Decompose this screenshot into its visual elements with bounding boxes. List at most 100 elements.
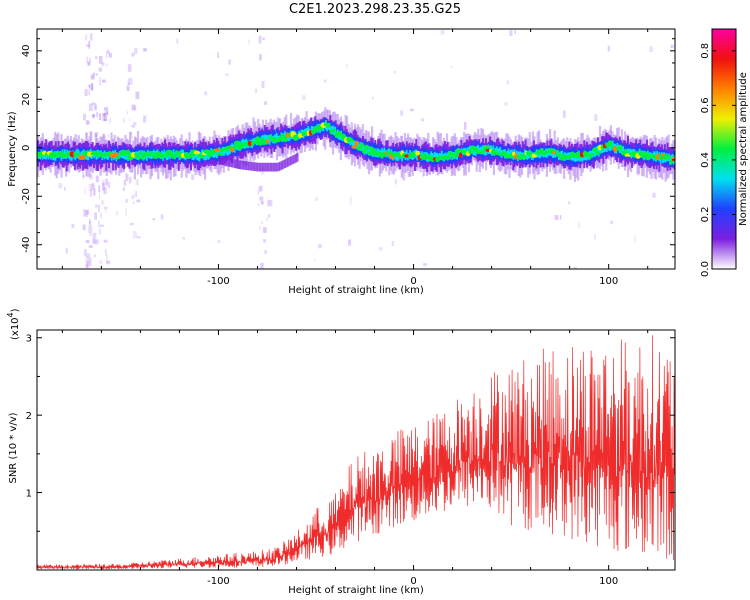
noise-speck xyxy=(258,35,262,44)
spec-xtick-label: 100 xyxy=(599,276,618,287)
band-cyan xyxy=(288,134,291,141)
noise-speck xyxy=(91,114,96,117)
snr-background xyxy=(37,330,675,570)
band-cyan xyxy=(613,143,615,150)
band-cyan xyxy=(539,152,541,159)
amplitude-blob xyxy=(171,154,177,159)
noise-speck xyxy=(88,225,93,233)
amplitude-blob xyxy=(283,136,288,143)
colorbar-ticks: 0.0 0.2 0.4 0.6 0.8 xyxy=(700,43,736,277)
colorbar-tick-label: 0.0 xyxy=(700,261,711,277)
colorbar-tick-label: 0.6 xyxy=(700,97,711,113)
noise-speck xyxy=(131,52,135,57)
band-cyan xyxy=(395,152,397,161)
noise-speck xyxy=(102,113,106,121)
noise-speck xyxy=(229,131,232,135)
band-cyan xyxy=(594,151,596,157)
amplitude-blob xyxy=(618,144,623,151)
noise-speck xyxy=(248,39,250,45)
band-cyan xyxy=(581,152,584,162)
amplitude-blob xyxy=(348,139,355,143)
noise-speck xyxy=(106,63,108,66)
amplitude-blob xyxy=(214,148,221,152)
noise-speck xyxy=(71,223,75,229)
noise-speck xyxy=(391,240,395,246)
noise-speck xyxy=(105,178,108,186)
noise-speck xyxy=(301,95,306,100)
noise-speck xyxy=(135,191,137,197)
secondary-band xyxy=(232,159,235,168)
noise-speck xyxy=(87,85,91,88)
noise-speck xyxy=(86,169,89,177)
amplitude-blob xyxy=(280,134,286,138)
noise-speck xyxy=(262,37,265,40)
amplitude-blob xyxy=(494,149,498,154)
noise-speck xyxy=(636,172,640,176)
spectrogram-xlabel: Height of straight line (km) xyxy=(288,285,424,296)
secondary-band xyxy=(226,157,229,167)
noise-speck xyxy=(86,253,91,258)
noise-speck xyxy=(102,182,105,191)
noise-speck xyxy=(92,232,97,239)
amplitude-blob xyxy=(126,149,130,156)
noise-speck xyxy=(95,56,98,59)
noise-speck xyxy=(95,73,98,76)
noise-speck xyxy=(98,185,101,193)
secondary-band xyxy=(277,162,280,172)
amplitude-blob xyxy=(415,150,420,156)
amplitude-blob xyxy=(326,122,331,129)
snr-xtick-label: -100 xyxy=(207,576,230,587)
secondary-band xyxy=(252,162,255,171)
noise-speck xyxy=(85,209,90,215)
amplitude-blob xyxy=(216,152,223,156)
band-cyan xyxy=(265,135,268,144)
noise-speck xyxy=(594,234,596,240)
noise-speck xyxy=(99,260,103,264)
noise-speck xyxy=(89,218,91,225)
noise-speck xyxy=(610,220,613,225)
noise-speck xyxy=(318,244,322,249)
noise-speck xyxy=(349,196,352,205)
band-cyan xyxy=(472,146,475,156)
band-cyan xyxy=(121,153,124,159)
colorbar-gradient xyxy=(712,29,736,269)
noise-speck xyxy=(103,239,108,243)
secondary-band xyxy=(280,160,283,170)
secondary-band xyxy=(241,160,244,170)
band-cyan xyxy=(353,140,355,149)
noise-speck xyxy=(258,185,263,192)
band-cyan xyxy=(107,153,109,160)
secondary-band xyxy=(240,160,243,170)
snr-axes: -100 0 100 1 2 3 xyxy=(26,330,675,587)
noise-speck xyxy=(129,176,132,184)
noise-speck xyxy=(89,84,91,90)
noise-speck xyxy=(125,199,128,203)
band-cyan xyxy=(196,153,198,160)
noise-speck xyxy=(225,73,229,76)
amplitude-blob xyxy=(134,152,138,157)
amplitude-blob xyxy=(628,152,633,156)
noise-speck xyxy=(98,220,100,228)
snr-xtick-label: 100 xyxy=(599,576,618,587)
noise-speck xyxy=(126,173,129,182)
secondary-band xyxy=(268,162,271,172)
noise-speck xyxy=(649,46,653,52)
spec-xtick-label: -100 xyxy=(207,276,230,287)
noise-speck xyxy=(99,55,103,64)
noise-speck xyxy=(217,52,219,59)
noise-speck xyxy=(103,187,107,195)
noise-speck xyxy=(106,254,108,263)
noise-speck xyxy=(58,183,63,189)
secondary-band xyxy=(245,161,248,170)
noise-speck xyxy=(89,33,93,41)
noise-speck xyxy=(176,38,178,44)
noise-speck xyxy=(134,47,138,54)
noise-speck xyxy=(89,173,94,180)
band-cyan xyxy=(68,150,71,160)
amplitude-blob xyxy=(136,154,141,160)
amplitude-blob xyxy=(149,150,154,156)
noise-speck xyxy=(152,218,155,221)
noise-speck xyxy=(372,96,374,100)
band-cyan xyxy=(449,153,451,160)
band-cyan xyxy=(416,152,419,161)
